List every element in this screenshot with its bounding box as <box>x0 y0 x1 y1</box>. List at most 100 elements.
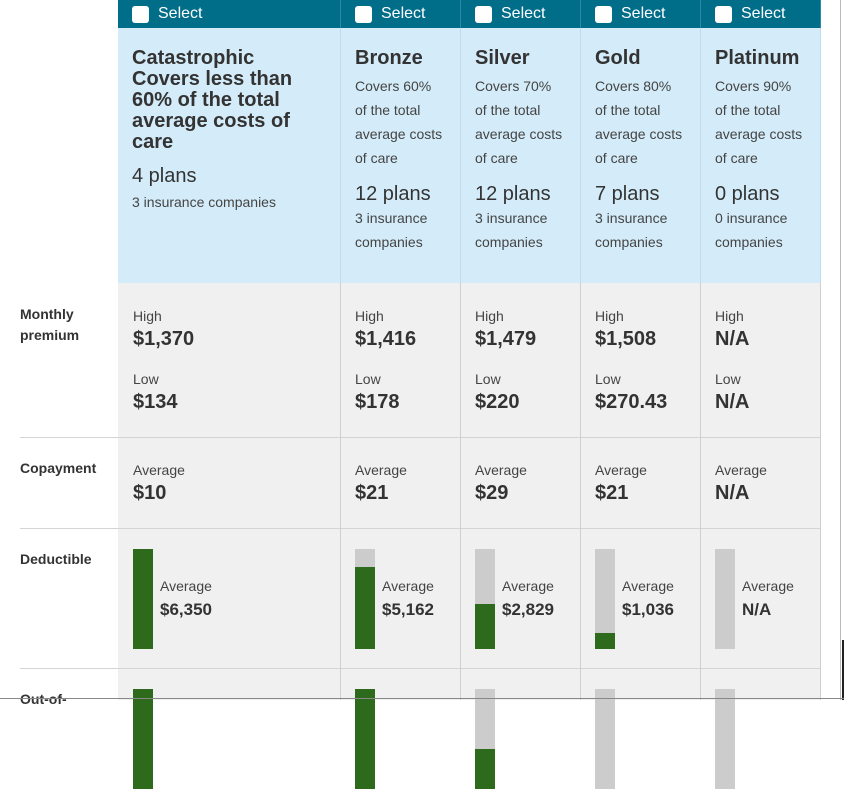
deductible-bar-fill <box>133 549 153 649</box>
plan-header: Platinum Covers 90% of the total average… <box>701 28 821 283</box>
page-border <box>840 0 841 700</box>
copay-value: N/A <box>715 482 750 504</box>
row-divider <box>20 437 118 438</box>
row-divider <box>118 437 340 438</box>
select-toggle[interactable]: Select <box>341 0 461 28</box>
row-label-monthly-premium: Monthly premium <box>20 306 80 343</box>
row-divider <box>701 437 820 438</box>
row-divider <box>581 668 700 669</box>
plan-tier-name: Bronze <box>355 47 423 69</box>
plan-header: Gold Covers 80% of the total average cos… <box>581 28 701 283</box>
plan-header: Silver Covers 70% of the total average c… <box>461 28 581 283</box>
plan-tier-description: Covers 90% of the total average costs of… <box>715 78 803 166</box>
out-of-pocket-bar <box>715 689 735 789</box>
select-label: Select <box>501 5 546 22</box>
select-toggle[interactable]: Select <box>118 0 341 28</box>
premium-high-label: High <box>475 308 504 324</box>
premium-high-label: High <box>595 308 624 324</box>
premium-low-value: N/A <box>715 391 750 413</box>
row-label-copayment: Copayment <box>20 460 97 476</box>
page-border <box>0 698 844 699</box>
premium-low-value: $270.43 <box>595 391 668 413</box>
select-toggle[interactable]: Select <box>581 0 701 28</box>
deductible-bar <box>133 549 153 649</box>
plan-data: High N/A Low N/A Average N/A Average N/A <box>701 283 821 789</box>
deductible-label: Average <box>160 578 212 594</box>
row-divider <box>118 528 340 529</box>
premium-high-value: $1,416 <box>355 328 417 350</box>
select-label: Select <box>158 5 203 22</box>
copay-label: Average <box>475 462 527 478</box>
select-checkbox[interactable] <box>595 5 612 23</box>
deductible-bar <box>475 549 495 649</box>
insurance-companies-count: 3 insurance companies <box>355 210 428 250</box>
plan-header: Catastrophic Covers less than 60% of the… <box>118 28 341 283</box>
deductible-bar-fill <box>355 567 375 649</box>
premium-high-value: $1,508 <box>595 328 657 350</box>
deductible-bar <box>715 549 735 649</box>
plan-tier-name: Gold <box>595 47 641 69</box>
select-checkbox[interactable] <box>715 5 732 23</box>
copay-value: $21 <box>595 482 629 504</box>
out-of-pocket-bar-fill <box>355 689 375 789</box>
deductible-bar-fill <box>595 633 615 649</box>
row-label-deductible: Deductible <box>20 551 92 567</box>
plans-count: 12 plans <box>355 183 431 205</box>
plan-header: Bronze Covers 60% of the total average c… <box>341 28 461 283</box>
select-label: Select <box>381 5 426 22</box>
row-divider <box>118 668 340 669</box>
deductible-bar <box>355 549 375 649</box>
plans-count: 7 plans <box>595 183 660 205</box>
premium-high-value: $1,479 <box>475 328 537 350</box>
select-checkbox[interactable] <box>355 5 372 23</box>
deductible-value: $1,036 <box>622 600 674 619</box>
insurance-companies-count: 3 insurance companies <box>595 210 668 250</box>
copay-label: Average <box>595 462 647 478</box>
deductible-value: $2,829 <box>502 600 554 619</box>
premium-high-value: $1,370 <box>133 328 195 350</box>
premium-low-value: $178 <box>355 391 400 413</box>
select-label: Select <box>621 5 666 22</box>
out-of-pocket-bar <box>133 689 153 789</box>
premium-high-label: High <box>133 308 162 324</box>
plan-column-catastrophic: Select Catastrophic Covers less than 60%… <box>118 0 341 789</box>
deductible-label: Average <box>622 578 674 594</box>
row-divider <box>20 668 118 669</box>
insurance-companies-count: 0 insurance companies <box>715 210 788 250</box>
deductible-bar <box>595 549 615 649</box>
premium-low-value: $220 <box>475 391 520 413</box>
row-divider <box>341 437 460 438</box>
out-of-pocket-bar-fill <box>475 749 495 789</box>
select-checkbox[interactable] <box>475 5 492 23</box>
out-of-pocket-bar <box>475 689 495 789</box>
plans-count: 4 plans <box>132 165 197 187</box>
plan-column-bronze: Select Bronze Covers 60% of the total av… <box>341 0 461 789</box>
plans-count: 12 plans <box>475 183 551 205</box>
copay-label: Average <box>715 462 767 478</box>
row-divider <box>461 668 580 669</box>
copay-label: Average <box>355 462 407 478</box>
deductible-bar-fill <box>475 604 495 649</box>
deductible-value: $6,350 <box>160 600 212 619</box>
row-divider <box>461 528 580 529</box>
select-checkbox[interactable] <box>132 5 149 23</box>
plan-tier-description: Covers less than 60% of the total averag… <box>132 68 293 153</box>
row-divider <box>581 437 700 438</box>
premium-low-label: Low <box>133 371 159 387</box>
row-divider <box>701 668 820 669</box>
plan-column-platinum: Select Platinum Covers 90% of the total … <box>701 0 821 789</box>
premium-low-label: Low <box>715 371 741 387</box>
row-divider <box>20 528 118 529</box>
deductible-value: N/A <box>742 600 772 619</box>
plan-column-silver: Select Silver Covers 70% of the total av… <box>461 0 581 789</box>
premium-low-label: Low <box>355 371 381 387</box>
deductible-value: $5,162 <box>382 600 434 619</box>
premium-high-value: N/A <box>715 328 750 350</box>
plan-tier-description: Covers 70% of the total average costs of… <box>475 78 563 166</box>
deductible-label: Average <box>742 578 794 594</box>
select-toggle[interactable]: Select <box>701 0 821 28</box>
plan-tier-name: Silver <box>475 47 530 69</box>
premium-high-label: High <box>355 308 384 324</box>
select-toggle[interactable]: Select <box>461 0 581 28</box>
plan-tier-description: Covers 60% of the total average costs of… <box>355 78 443 166</box>
